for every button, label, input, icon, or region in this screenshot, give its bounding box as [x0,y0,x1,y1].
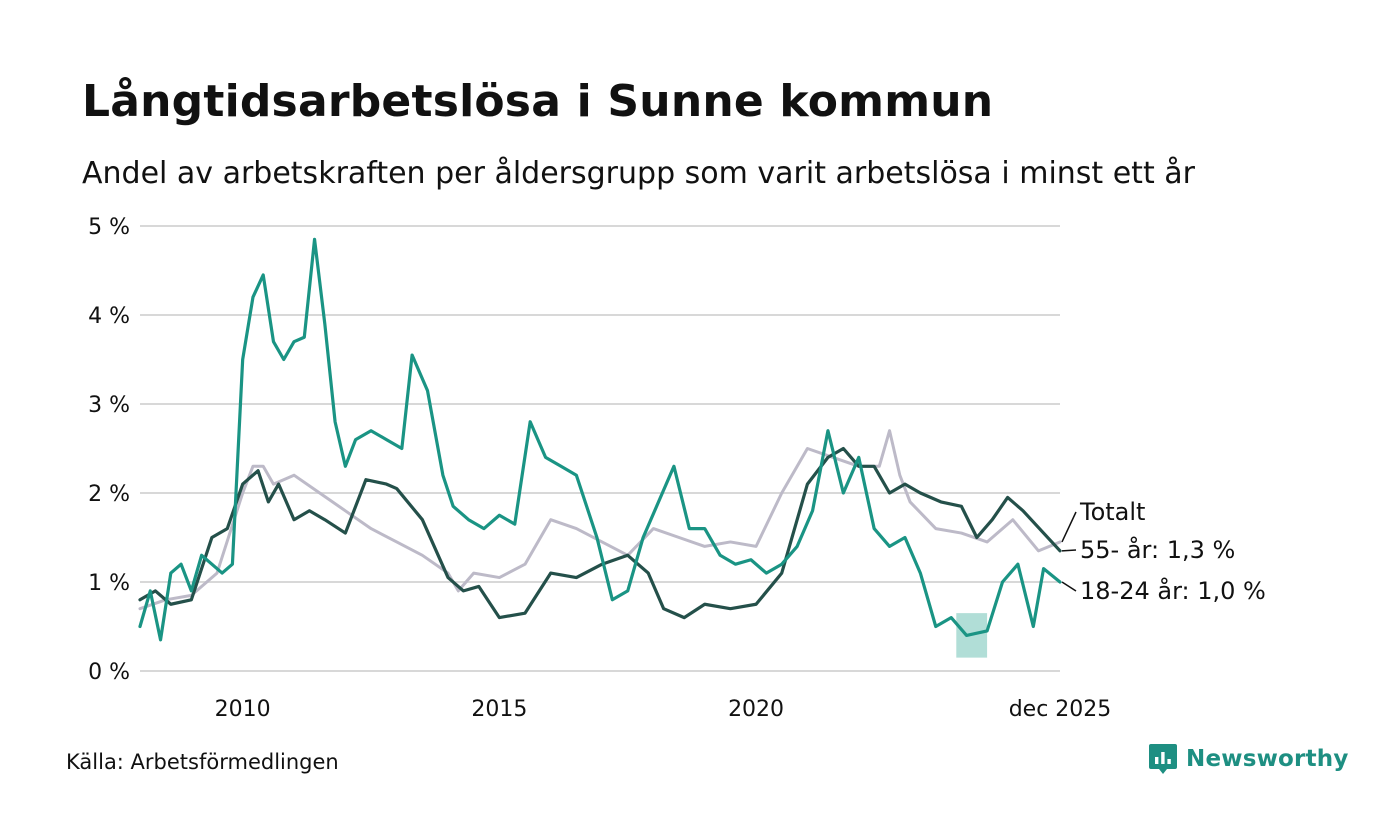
y-tick-label: 3 % [88,393,130,418]
x-tick-label: 2015 [471,697,527,722]
series-line-age55 [138,446,1062,620]
y-tick-label: 4 % [88,304,130,329]
y-tick-label: 2 % [88,482,130,507]
series-line-total [138,429,1062,611]
end-label-age1824: 18-24 år: 1,0 % [1080,576,1266,605]
x-tick-label: 2010 [215,697,271,722]
end-label-age55: 55- år: 1,3 % [1080,535,1235,564]
brand-logo: Newsworthy [1148,742,1349,776]
end-label-leader [1061,549,1077,552]
axis-and-end-labels: 0 % 1 % 2 % 3 % 4 % 5 % 2010 2015 2020 dec 2025 To… [88,215,1266,722]
gridlines [140,225,1060,672]
end-label-leader [1061,511,1077,543]
x-tick-label: dec 2025 [1009,697,1112,722]
series-lines [138,237,1062,642]
end-label-total: Totalt [1079,498,1145,526]
brand-name: Newsworthy [1186,746,1349,772]
newsworthy-logo-icon [1149,744,1177,774]
chart-title: Långtidsarbetslösa i Sunne kommun [82,76,994,127]
end-label-leader [1061,581,1077,592]
series-line-age1824 [138,237,1062,642]
chart-subtitle: Andel av arbetskraften per åldersgrupp s… [82,156,1195,191]
y-tick-label: 5 % [88,215,130,240]
y-tick-label: 0 % [88,660,130,685]
y-tick-label: 1 % [88,571,130,596]
x-tick-label: 2020 [728,697,784,722]
source-note: Källa: Arbetsförmedlingen [66,750,339,774]
